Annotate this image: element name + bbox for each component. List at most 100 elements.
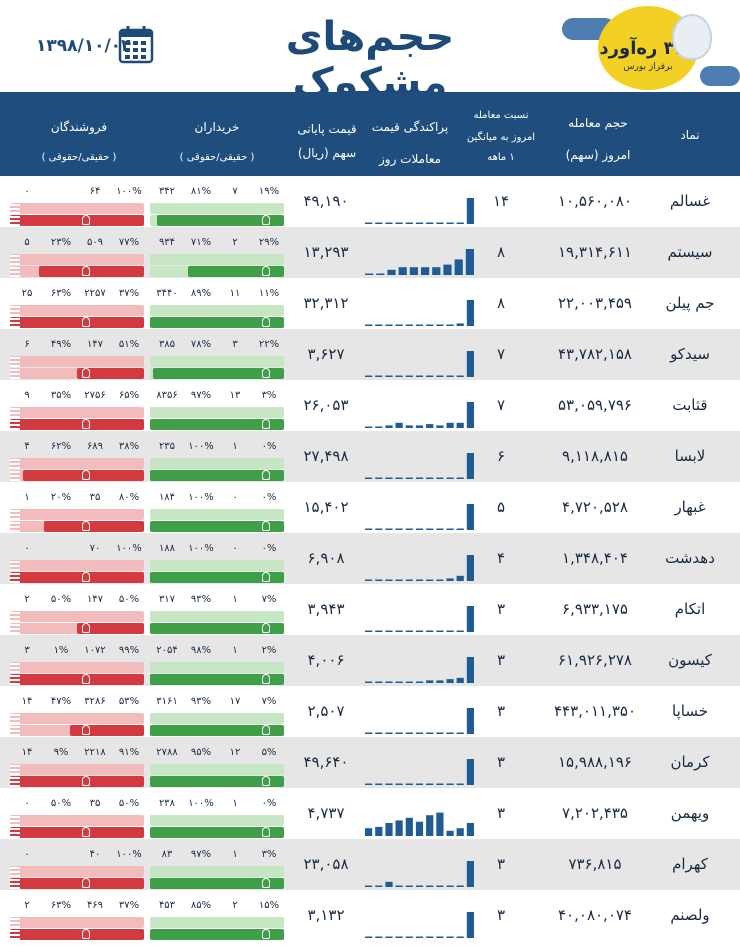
dispersion-bar: [365, 681, 373, 683]
panel-count-bar: [10, 674, 144, 685]
dispersion-bar: [466, 861, 474, 887]
row-volume: ۶,۹۳۳,۱۷۵: [562, 600, 628, 618]
sellers-panel: ۱۰۰% ۷۰ ۰: [10, 543, 144, 584]
row-symbol: غبهار: [674, 498, 706, 516]
dispersion-bar: [405, 783, 413, 785]
dispersion-bar: [415, 630, 424, 632]
grid-icon: [10, 561, 20, 583]
panel-number: ۹۷%: [190, 849, 212, 860]
panel-numbers: ۳۷% ۴۶۹ ۶۳% ۲: [10, 900, 144, 913]
dispersion-bar: [375, 324, 383, 326]
grid-icon: [10, 510, 20, 532]
panel-number: ۲۳۵: [158, 441, 176, 452]
dispersion-bar: [405, 630, 413, 632]
panel-number: ۴۷%: [50, 696, 72, 707]
panel-number: ۱۰۰%: [188, 441, 214, 452]
panel-number: ۵۰%: [50, 594, 72, 605]
dispersion-bar: [375, 630, 383, 632]
panel-number: ۲۰%: [50, 492, 72, 503]
table-header: نماد حجم معامله امروز (سهم) نسبت معامله …: [0, 92, 740, 176]
panel-fill: [150, 776, 284, 787]
panel-number: ۷۷%: [118, 237, 140, 248]
sellers-panel: ۵۰% ۳۵ ۵۰% ۰: [10, 798, 144, 839]
person-icon: [82, 317, 90, 327]
panel-numbers: ۱۰۰% ۴۰ ۰: [10, 849, 144, 862]
person-icon: [262, 317, 270, 327]
buyers-panel: ۱۱% ۱۱ ۸۹% ۳۴۴۰: [150, 288, 284, 329]
panel-number: ۴۵۳: [158, 900, 176, 911]
row-volume: ۷,۲۰۲,۴۳۵: [562, 804, 628, 822]
dispersion-bar: [456, 936, 464, 938]
grid-icon: [10, 357, 20, 379]
dispersion-bar: [426, 579, 434, 581]
col-volume-1: حجم معامله: [568, 116, 628, 130]
sellers-panel: ۹۹% ۱۰۷۲ ۱% ۳: [10, 645, 144, 686]
panel-number: ۲۲۱۸: [84, 747, 106, 758]
panel-count-bar: [10, 725, 144, 736]
row-price: ۶,۹۰۸: [307, 549, 345, 567]
dispersion-bar: [395, 222, 403, 224]
panel-volume-bar: [150, 713, 284, 724]
panel-number: ۶۵%: [118, 390, 140, 401]
row-volume: ۱۰,۵۶۰,۰۸۰: [558, 192, 632, 210]
panel-numbers: ۵۰% ۱۴۷ ۵۰% ۲: [10, 594, 144, 607]
dispersion-svg: [365, 759, 474, 785]
table-row: کهرام ۷۳۶,۸۱۵ ۳ ۲۳,۰۵۸ ۳% ۱ ۹۷% ۸۳ ۱۰۰% ۴۰ ۰: [0, 839, 740, 890]
page-header: ۳۶۵ ره‌آورد برفراز بورس حجم‌های مشکوک ۱۳…: [0, 0, 740, 106]
dispersion-bar: [387, 269, 396, 275]
price-dispersion-chart: [364, 380, 476, 431]
dispersion-bar: [446, 732, 454, 734]
panel-fill: [150, 419, 284, 430]
dispersion-bar: [426, 680, 434, 683]
dispersion-bar: [446, 679, 454, 683]
table-row: غبهار ۴,۷۲۰,۵۲۸ ۵ ۱۵,۴۰۲ ۰% ۰ ۱۰۰% ۱۸۴ ۸۰% ۳۵ ۲۰% ۱: [0, 482, 740, 533]
buyers-panel: ۲% ۱ ۹۸% ۲۰۵۴: [150, 645, 284, 686]
dispersion-bar: [466, 555, 474, 581]
dispersion-bar: [456, 828, 464, 836]
dispersion-svg: [365, 300, 474, 326]
person-icon: [82, 470, 90, 480]
panel-number: ۲۹%: [258, 237, 280, 248]
panel-number: ۱۰۰%: [116, 186, 142, 197]
dispersion-svg: [365, 861, 474, 887]
sellers-panel: ۳۷% ۲۲۵۷ ۶۳% ۲۵: [10, 288, 144, 329]
logo-subtext: برفراز بورس: [623, 62, 673, 72]
panel-volume-bar: [150, 611, 284, 622]
grid-icon: [10, 816, 20, 838]
dispersion-bar: [405, 885, 413, 887]
price-dispersion-chart: [364, 329, 476, 380]
panel-count-bar: [150, 572, 284, 583]
buyers-panel: ۲۹% ۲ ۷۱% ۹۳۴: [150, 237, 284, 278]
person-icon: [82, 878, 90, 888]
person-icon: [82, 674, 90, 684]
dispersion-bar: [426, 324, 434, 326]
dispersion-bar: [395, 477, 403, 479]
row-price: ۲,۵۰۷: [307, 702, 345, 720]
row-volume: ۱۹,۳۱۴,۶۱۱: [558, 243, 632, 261]
dispersion-bar: [426, 732, 434, 734]
panel-volume-bar: [150, 509, 284, 520]
panel-number: ۱: [232, 645, 238, 656]
panel-number: ۸۱%: [190, 186, 212, 197]
dispersion-bar: [466, 657, 474, 683]
col-volume-2: امروز (سهم): [565, 148, 631, 162]
dispersion-bar: [385, 630, 393, 632]
panel-numbers: ۵۳% ۳۲۸۶ ۴۷% ۱۴: [10, 696, 144, 709]
panel-number: ۳۲۸۶: [84, 696, 106, 707]
panel-number: ۶۳%: [50, 288, 72, 299]
dispersion-bar: [415, 732, 424, 734]
row-volume: ۴,۷۲۰,۵۲۸: [562, 498, 628, 516]
panel-count-bar: [10, 878, 144, 889]
dispersion-bar: [446, 783, 454, 785]
dispersion-bar: [415, 528, 424, 530]
grid-icon: [10, 867, 20, 889]
panel-number: ۳۸%: [118, 441, 140, 452]
row-ratio: ۷: [496, 396, 506, 414]
row-symbol: خساپا: [672, 702, 708, 720]
row-volume: ۵۳,۰۵۹,۷۹۶: [558, 396, 632, 414]
panel-volume-bar: [150, 254, 284, 265]
sellers-panel: ۸۰% ۳۵ ۲۰% ۱: [10, 492, 144, 533]
dispersion-svg: [365, 912, 474, 938]
calendar-icon: [118, 26, 154, 64]
panel-fill: [150, 470, 284, 481]
